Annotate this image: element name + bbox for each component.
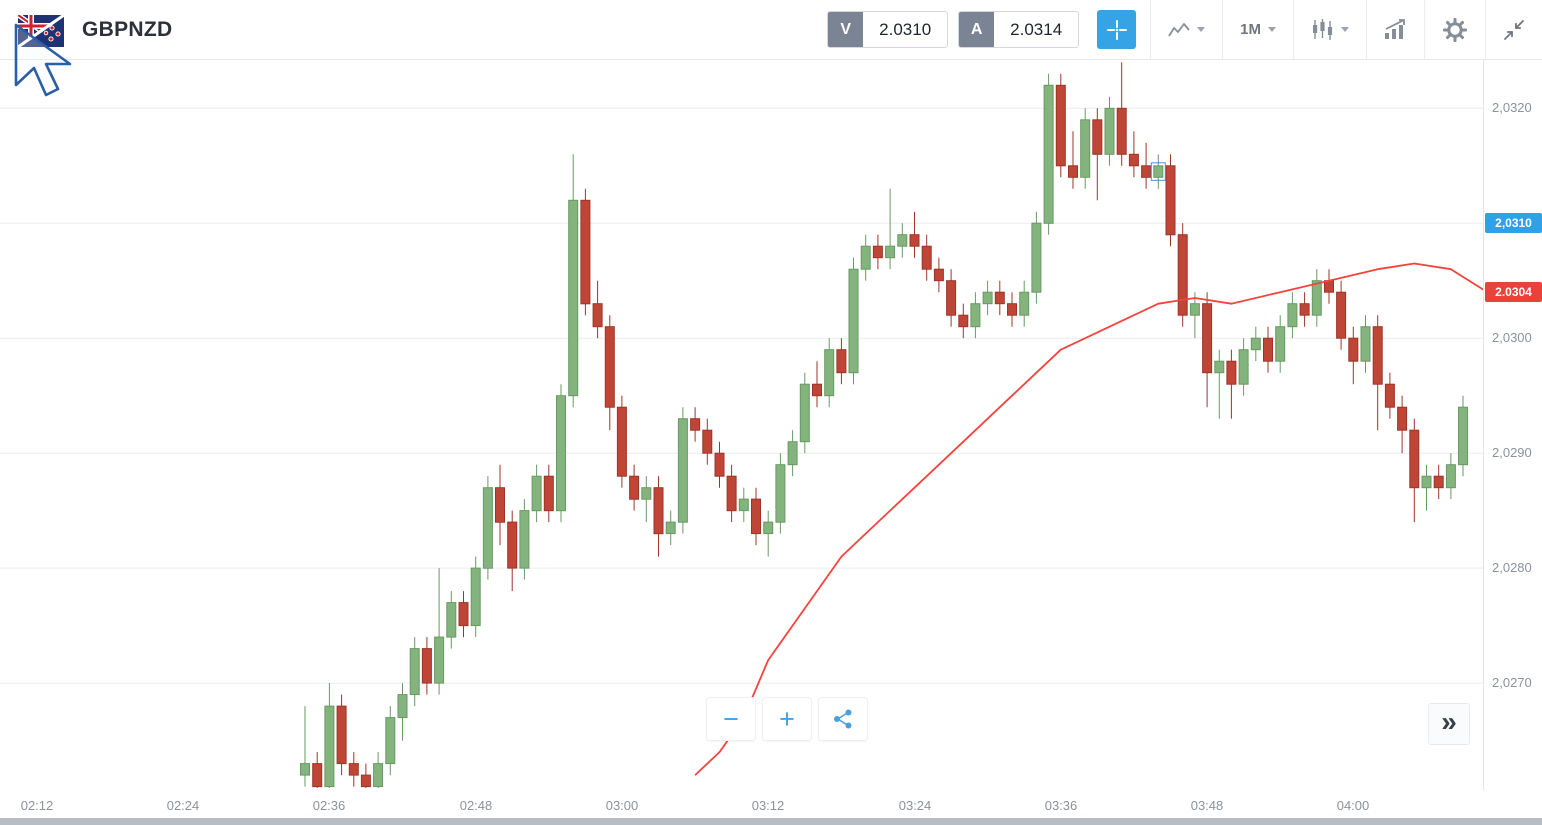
timeframe-dropdown[interactable]: 1M: [1223, 0, 1293, 59]
zoom-out-button[interactable]: −: [706, 697, 756, 741]
zoom-in-button[interactable]: +: [762, 697, 812, 741]
price-tick-label: 2,0320: [1492, 100, 1532, 115]
price-tick-label: 2,0300: [1492, 330, 1532, 345]
chart-area: 2,0320 2,0300 2,0290 2,0280 2,0270 2,0310 2.03…: [0, 60, 1542, 825]
buy-price: 2.0314: [1010, 19, 1063, 39]
sell-quote-button[interactable]: V 2.0310: [827, 11, 949, 48]
time-tick-label: 04:00: [1336, 798, 1370, 813]
minus-icon: −: [723, 703, 739, 734]
double-chevron-right-icon: »: [1441, 706, 1457, 737]
chart-header: GBPNZD V 2.0310 A 2.0314: [0, 0, 1542, 96]
candlestick-chart[interactable]: [0, 60, 1483, 790]
candle-style-dropdown[interactable]: [1294, 0, 1366, 59]
time-axis[interactable]: 02:12 02:24 02:36 02:48 03:00 03:12 03:24 03:36…: [0, 790, 1483, 820]
chevron-down-icon: [1268, 27, 1276, 32]
bid-price-badge: 2,0310: [1485, 213, 1542, 233]
expand-panel-button[interactable]: »: [1428, 703, 1470, 745]
time-tick-label: 02:36: [312, 798, 346, 813]
instrument-symbol: GBPNZD: [82, 17, 173, 41]
chevron-down-icon: [1341, 27, 1349, 32]
ma-price-badge: 2.0304: [1485, 282, 1542, 302]
candlestick-icon: [1313, 19, 1333, 40]
time-tick-label: 02:12: [20, 798, 54, 813]
toolbar-divider: [1424, 0, 1425, 59]
indicators-button[interactable]: [1367, 0, 1424, 59]
price-tick-label: 2,0270: [1492, 675, 1532, 690]
price-axis[interactable]: 2,0320 2,0300 2,0290 2,0280 2,0270 2,0310 2.03…: [1483, 60, 1542, 790]
chart-scrollbar[interactable]: [0, 818, 1542, 825]
price-tick-label: 2,0290: [1492, 445, 1532, 460]
settings-button[interactable]: [1425, 0, 1485, 59]
collapse-icon: [1504, 19, 1524, 40]
buy-quote-button[interactable]: A 2.0314: [958, 11, 1080, 48]
chart-type-dropdown[interactable]: [1151, 0, 1222, 59]
zoom-controls: − +: [706, 697, 868, 741]
time-tick-label: 02:48: [459, 798, 493, 813]
gear-icon: [1443, 17, 1467, 42]
buy-label: A: [959, 12, 995, 47]
price-tick-label: 2,0280: [1492, 560, 1532, 575]
toolbar-divider: [1366, 0, 1367, 59]
chart-toolbar: V 2.0310 A 2.0314: [827, 0, 1542, 59]
gbp-nzd-flag-icon: [18, 14, 64, 47]
toolbar-divider: [1293, 0, 1294, 59]
share-button[interactable]: [818, 697, 868, 741]
timeframe-label: 1M: [1240, 21, 1261, 38]
toolbar-divider: [1150, 0, 1152, 59]
indicators-icon: [1385, 19, 1405, 39]
time-tick-label: 03:24: [898, 798, 932, 813]
time-tick-label: 03:00: [605, 798, 639, 813]
toolbar-divider: [1222, 0, 1224, 59]
time-tick-label: 03:36: [1044, 798, 1078, 813]
sell-price: 2.0310: [879, 19, 932, 39]
crosshair-icon: [1106, 19, 1127, 40]
time-tick-label: 03:12: [751, 798, 785, 813]
time-tick-label: 03:48: [1190, 798, 1224, 813]
instrument-flag: [14, 11, 72, 96]
instrument-brand: GBPNZD: [0, 11, 173, 96]
share-icon: [834, 709, 852, 729]
line-chart-icon: [1168, 22, 1190, 36]
plus-icon: +: [779, 703, 795, 734]
collapse-button[interactable]: [1486, 0, 1542, 59]
crosshair-button[interactable]: [1097, 10, 1137, 49]
chevron-down-icon: [1197, 27, 1206, 32]
sell-label: V: [828, 12, 864, 47]
time-tick-label: 02:24: [166, 798, 200, 813]
toolbar-divider: [1485, 0, 1486, 59]
